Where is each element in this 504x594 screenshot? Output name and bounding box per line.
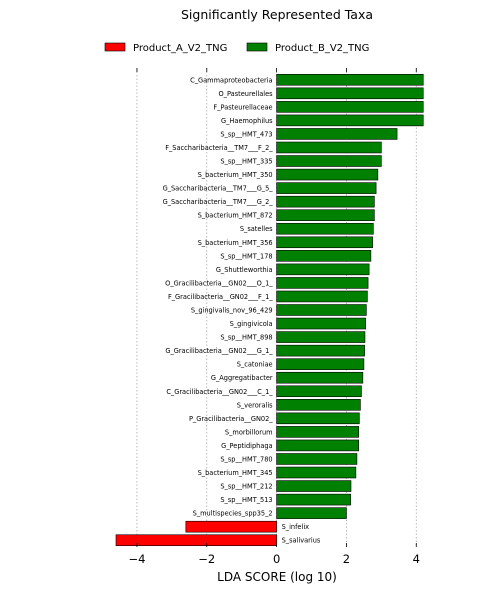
bar-label-s-multispecies-spp35-2: S_multispecies_spp35_2: [193, 510, 273, 518]
bar-label-f-gracilibacteria-gn02-f-1: F_Gracilibacteria__GN02___F_1_: [168, 293, 273, 301]
chart-title: Significantly Represented Taxa: [181, 7, 373, 22]
legend-label-product-a: Product_A_V2_TNG: [133, 43, 227, 54]
bar-label-s-infelix: S_infelix: [282, 523, 310, 531]
bar-s-sp-hmt-898: [276, 331, 366, 343]
bar-label-s-sp-hmt-780: S_sp__HMT_780: [220, 455, 272, 463]
x-tick-label: 4: [413, 552, 420, 566]
bar-label-o-gracilibacteria-gn02-o-1: O_Gracilibacteria__GN02___O_1_: [165, 279, 273, 287]
bar-s-morbillorum: [276, 426, 359, 438]
bar-label-g-shuttleworthia: G_Shuttleworthia: [216, 266, 273, 274]
bar-label-g-gracilibacteria-gn02-g-1: G_Gracilibacteria__GN02___G_1_: [165, 347, 273, 355]
x-tick-label: 2: [343, 552, 350, 566]
bar-p-gracilibacteria-gn02: [276, 412, 360, 425]
bar-g-saccharibacteria-tm7-g-5: [276, 182, 377, 194]
bar-label-s-catoniae: S_catoniae: [237, 361, 273, 369]
bar-label-s-bacterium-hmt-356: S_bacterium_HMT_356: [198, 239, 273, 247]
bar-s-bacterium-hmt-356: [276, 236, 373, 249]
legend-label-product-b: Product_B_V2_TNG: [275, 43, 369, 54]
bar-s-sp-hmt-473: [276, 128, 398, 140]
bar-s-infelix: [185, 520, 277, 533]
bar-label-s-bacterium-hmt-345: S_bacterium_HMT_345: [198, 469, 273, 477]
bar-label-f-pasteurellaceae: F_Pasteurellaceae: [213, 103, 272, 111]
bar-g-haemophilus: [276, 114, 424, 127]
bar-label-s-sp-hmt-178: S_sp__HMT_178: [220, 252, 272, 260]
bar-label-g-saccharibacteria-tm7-g-2: G_Saccharibacteria__TM7___G_2_: [163, 198, 274, 206]
bar-s-sp-hmt-780: [276, 453, 358, 465]
bar-g-saccharibacteria-tm7-g-2: [276, 195, 375, 208]
bar-label-s-gingivicola: S_gingivicola: [230, 320, 273, 328]
bar-label-s-sp-hmt-473: S_sp__HMT_473: [220, 130, 272, 138]
bars: [115, 74, 424, 546]
bar-label-s-morbillorum: S_morbillorum: [225, 428, 273, 436]
bar-o-pasteurellales: [276, 87, 424, 100]
bar-c-gammaproteobacteria: [276, 74, 424, 86]
bar-label-f-saccharibacteria-tm7-f-2: F_Saccharibacteria__TM7___F_2_: [165, 144, 273, 152]
bar-g-peptidiphaga: [276, 439, 359, 452]
bar-label-s-veroralis: S_veroralis: [237, 401, 273, 409]
bar-s-catoniae: [276, 358, 365, 370]
bar-s-satelles: [276, 222, 374, 235]
bar-g-shuttleworthia: [276, 263, 370, 276]
bar-s-bacterium-hmt-350: [276, 168, 379, 181]
bar-label-s-bacterium-hmt-872: S_bacterium_HMT_872: [198, 212, 273, 220]
bar-label-g-haemophilus: G_Haemophilus: [221, 117, 273, 125]
bar-s-sp-hmt-178: [276, 250, 372, 262]
bar-label-s-salivarius: S_salivarius: [282, 537, 321, 545]
bar-label-s-gingivalis-nov-96-429: S_gingivalis_nov_96_429: [191, 307, 273, 315]
x-tick-label: 0: [273, 552, 280, 566]
bar-f-saccharibacteria-tm7-f-2: [276, 141, 382, 154]
bar-label-s-bacterium-hmt-350: S_bacterium_HMT_350: [198, 171, 273, 179]
bar-f-gracilibacteria-gn02-f-1: [276, 290, 368, 303]
legend: Product_A_V2_TNG Product_B_V2_TNG: [104, 42, 369, 54]
bar-label-s-satelles: S_satelles: [240, 225, 273, 233]
x-axis: −4 −2 0 2 4: [128, 68, 420, 566]
bar-s-salivarius: [115, 534, 277, 546]
x-tick-label: −4: [128, 552, 145, 566]
bar-label-g-saccharibacteria-tm7-g-5: G_Saccharibacteria__TM7___G_5_: [163, 185, 274, 193]
x-axis-label: LDA SCORE (log 10): [217, 570, 337, 584]
bar-label-o-pasteurellales: O_Pasteurellales: [218, 90, 273, 98]
bar-s-bacterium-hmt-345: [276, 466, 357, 479]
bar-c-gracilibacteria-gn02-c-1: [276, 385, 362, 398]
bar-label-c-gracilibacteria-gn02-c-1: C_Gracilibacteria__GN02___C_1_: [166, 388, 273, 396]
legend-swatch-product-b: [246, 42, 268, 52]
bar-label-p-gracilibacteria-gn02: P_Gracilibacteria__GN02_: [189, 415, 273, 423]
x-tick-label: −2: [198, 552, 215, 566]
bar-f-pasteurellaceae: [276, 101, 424, 113]
bar-label-g-aggregatibacter: G_Aggregatibacter: [211, 374, 273, 382]
bar-s-sp-hmt-212: [276, 480, 352, 492]
bar-label-s-sp-hmt-898: S_sp__HMT_898: [220, 334, 272, 342]
bar-g-gracilibacteria-gn02-g-1: [276, 344, 365, 357]
bar-s-veroralis: [276, 399, 361, 411]
bar-s-sp-hmt-335: [276, 155, 382, 167]
bar-s-gingivalis-nov-96-429: [276, 304, 367, 316]
bar-s-sp-hmt-513: [276, 493, 351, 506]
bar-label-s-sp-hmt-513: S_sp__HMT_513: [220, 496, 272, 504]
bar-g-aggregatibacter: [276, 371, 364, 384]
bar-s-multispecies-spp35-2: [276, 507, 347, 519]
bar-label-c-gammaproteobacteria: C_Gammaproteobacteria: [190, 76, 272, 84]
bar-s-bacterium-hmt-872: [276, 209, 375, 221]
legend-swatch-product-a: [104, 42, 126, 52]
bar-s-gingivicola: [276, 317, 366, 330]
bar-o-gracilibacteria-gn02-o-1: [276, 277, 369, 289]
bar-labels: C_Gammaproteobacteria O_Pasteurellales F_P…: [163, 76, 321, 544]
bar-label-s-sp-hmt-335: S_sp__HMT_335: [220, 158, 272, 166]
bar-label-s-sp-hmt-212: S_sp__HMT_212: [220, 483, 272, 491]
bar-label-g-peptidiphaga: G_Peptidiphaga: [221, 442, 272, 450]
